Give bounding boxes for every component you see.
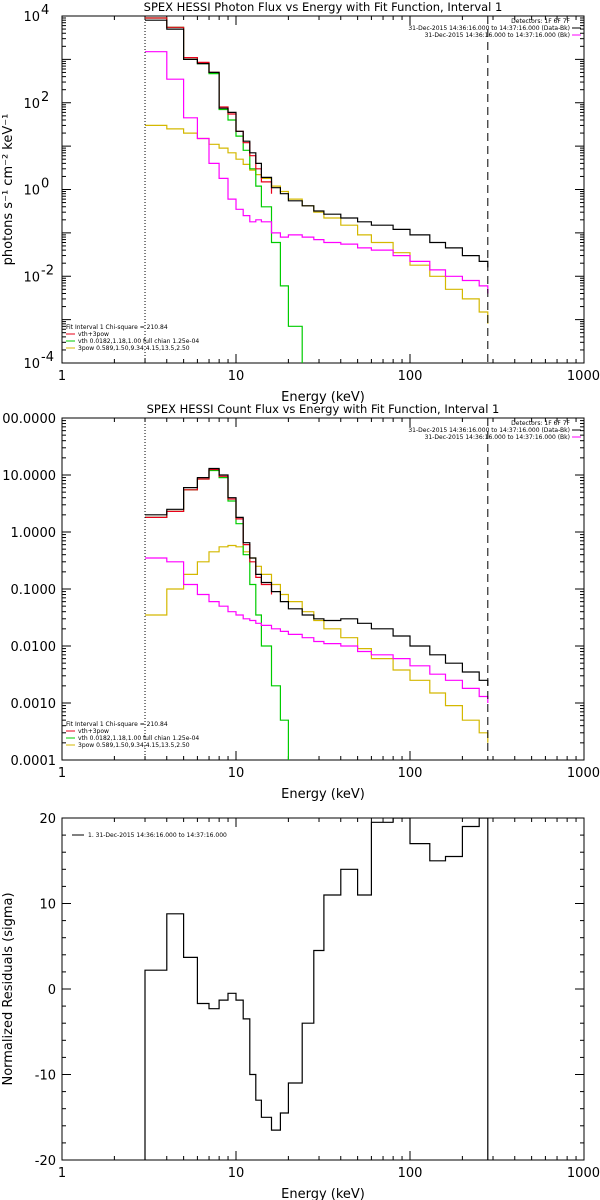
y-tick-exponent: -2: [41, 263, 54, 278]
x-tick-label: 1000: [567, 369, 600, 384]
y-tick-label: -10: [35, 1069, 56, 1084]
chart-title: SPEX HESSI Photon Flux vs Energy with Fi…: [144, 0, 503, 14]
series-line-bk: [145, 51, 489, 294]
series-group: [145, 467, 489, 760]
chart-panel-1: SPEX HESSI Photon Flux vs Energy with Fi…: [1, 0, 600, 405]
legend-entry: 3pow 0.589,1.50,9.34,4.15,13.5,2.50: [78, 742, 190, 749]
legend-entry: 1. 31-Dec-2015 14:36:16.000 to 14:37:16.…: [88, 832, 227, 839]
y-tick-label: 0.0100: [11, 640, 57, 655]
y-tick-label: 0.1000: [11, 583, 57, 598]
series-line-3pow: [145, 544, 489, 743]
header-annotation: Detectors: 1F 6F 7F: [511, 420, 570, 427]
legend-entry: vth 0.0182,1.18,1.00 full chian 1.25e-04: [78, 338, 199, 345]
series-line-vth-3pow: [145, 468, 273, 595]
y-tick-label: 0.0001: [11, 754, 57, 769]
y-tick-label: 10: [23, 357, 40, 372]
y-tick-label: 10: [23, 270, 40, 285]
series-line-data-bk: [145, 19, 489, 268]
y-tick-exponent: 2: [41, 90, 49, 105]
chart-panel-3: 1 10 100 1000 -20 -10 0 10 20 Energy (keV) Normali…: [1, 812, 600, 1200]
plot-frame: [61, 15, 585, 364]
x-axis-label: Energy (keV): [281, 787, 365, 802]
series-line-data-bk: [145, 467, 489, 686]
header-annotation: 31-Dec-2015 14:36:16.000 to 14:37:16.000…: [425, 32, 570, 39]
y-tick-exponent: 4: [41, 3, 49, 18]
series-line-3pow: [145, 124, 489, 324]
y-tick-label: 10.0000: [2, 469, 56, 484]
legend-entry: vth+3pow: [78, 728, 109, 735]
y-tick-label: 0: [48, 983, 56, 998]
x-tick-label: 100: [398, 369, 423, 384]
y-tick-label: 0.0010: [11, 697, 57, 712]
x-axis-label: Energy (keV): [281, 1187, 365, 1200]
series-line-1-31-dec-2015-14-36-16-000-to-14-37-16-000: [144, 818, 489, 1160]
x-tick-label: 100: [398, 1166, 423, 1181]
x-tick-label: 10: [228, 1166, 245, 1181]
legend-title: Fit Interval 1 Chi-square = 210.84: [66, 721, 168, 728]
plot-frame: [61, 417, 585, 761]
x-tick-label: 1: [58, 1166, 66, 1181]
y-axis-label: Normalized Residuals (sigma): [1, 892, 16, 1085]
legend-entry: vth 0.0182,1.18,1.00 full chian 1.25e-04: [78, 735, 199, 742]
series-line-vth-3pow: [145, 17, 273, 194]
y-tick-label: 1.0000: [11, 526, 57, 541]
y-axis-label: photons s⁻¹ cm⁻² keV⁻¹: [1, 114, 16, 266]
header-annotation: 31-Dec-2015 14:36:16.000 to 14:37:16.000…: [408, 427, 570, 434]
series-group: [144, 818, 489, 1160]
header-annotation: Detectors: 1F 6F 7F: [511, 18, 570, 25]
plot-frame: [61, 817, 585, 1161]
header-annotation: 31-Dec-2015 14:36:16.000 to 14:37:16.000…: [425, 434, 570, 441]
chart-panel-2: SPEX HESSI Count Flux vs Energy with Fit…: [2, 402, 600, 802]
series-line-vth: [145, 17, 303, 363]
legend-entry: 3pow 0.589,1.50,9.34,4.15,13.5,2.50: [78, 345, 190, 352]
y-tick-label: 10: [23, 184, 40, 199]
series-group: [145, 17, 489, 363]
x-tick-label: 1: [58, 766, 66, 781]
x-tick-label: 1000: [567, 766, 600, 781]
y-tick-label: 10: [23, 10, 40, 25]
y-tick-label: 00.0000: [2, 412, 56, 427]
legend-entry: vth+3pow: [78, 331, 109, 338]
y-tick-label: -20: [35, 1154, 56, 1169]
y-tick-label: 10: [39, 898, 56, 913]
x-tick-label: 100: [398, 766, 423, 781]
y-tick-label: 20: [39, 812, 56, 827]
series-line-bk: [145, 557, 489, 703]
legend-title: Fit Interval 1 Chi-square = 210.84: [66, 324, 168, 331]
x-tick-label: 1: [58, 369, 66, 384]
x-axis-label: Energy (keV): [281, 390, 365, 405]
header-annotation: 31-Dec-2015 14:36:16.000 to 14:37:16.000…: [408, 25, 570, 32]
x-tick-label: 1000: [567, 1166, 600, 1181]
y-tick-exponent: 0: [41, 177, 49, 192]
y-tick-label: 10: [23, 97, 40, 112]
x-tick-label: 10: [228, 766, 245, 781]
y-tick-exponent: -4: [41, 350, 54, 365]
x-tick-label: 10: [228, 369, 245, 384]
chart-title: SPEX HESSI Count Flux vs Energy with Fit…: [147, 402, 500, 416]
